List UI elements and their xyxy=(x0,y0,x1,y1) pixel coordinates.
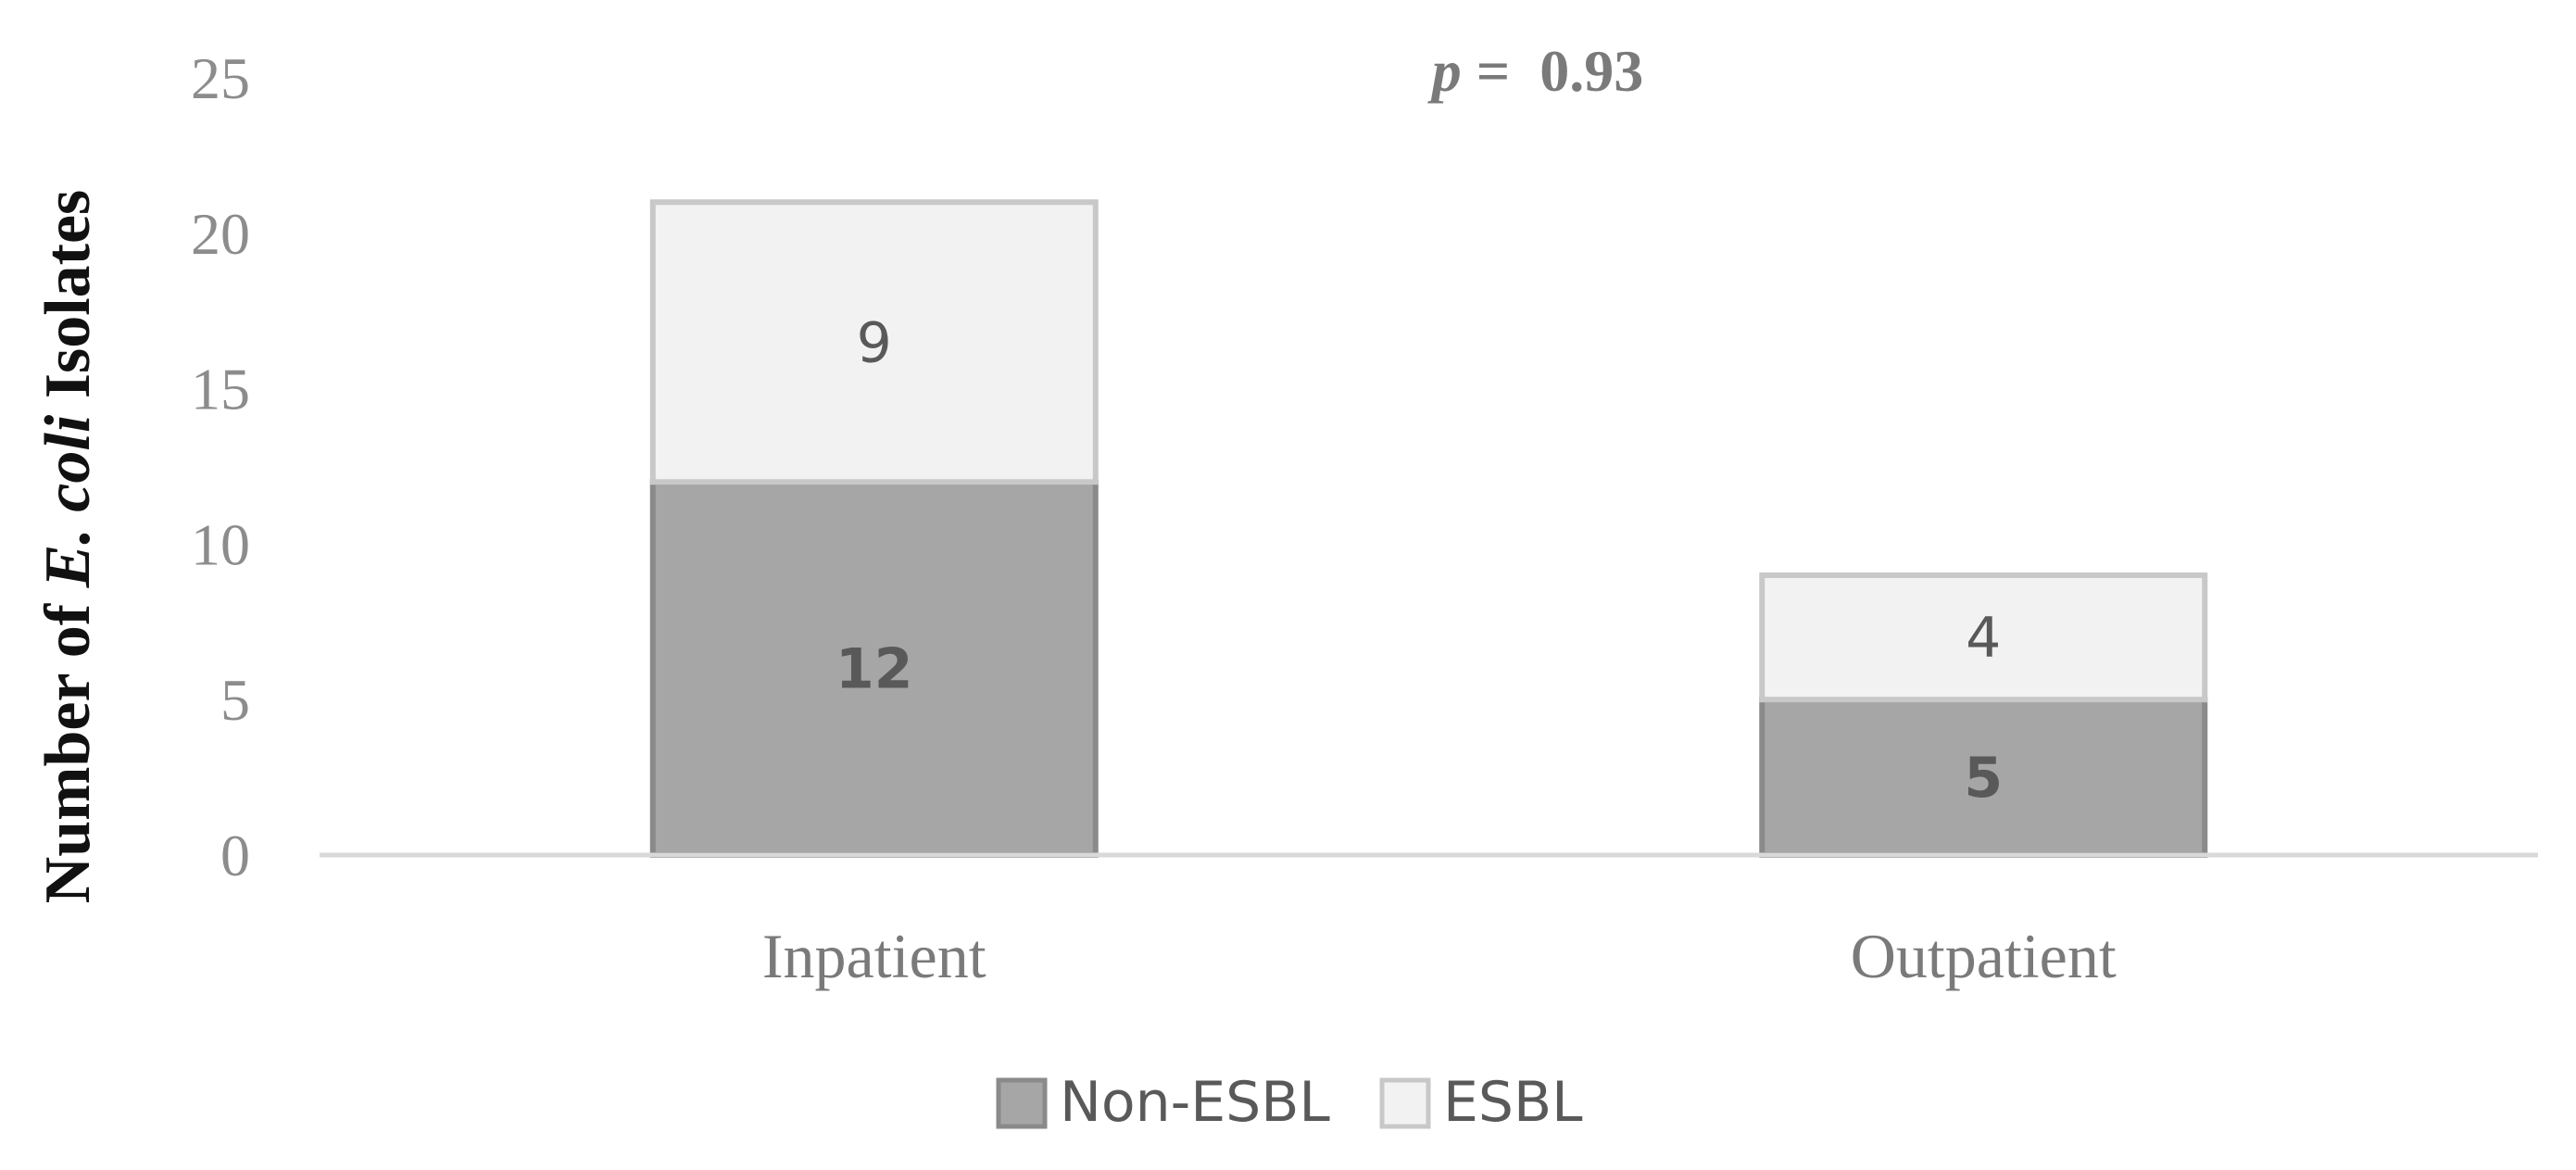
legend: Non-ESBL ESBL xyxy=(996,1070,1583,1135)
bar-segment-esbl xyxy=(649,199,1099,485)
p-symbol: p xyxy=(1427,38,1462,104)
bar-segment-esbl xyxy=(1759,572,2208,703)
legend-label: Non-ESBL xyxy=(1060,1070,1330,1135)
bar-data-label: 12 xyxy=(836,637,913,702)
legend-swatch xyxy=(996,1077,1048,1129)
legend-label: ESBL xyxy=(1443,1070,1583,1135)
y-axis-label-italic: E. coli xyxy=(32,414,104,588)
x-axis-categories: Inpatient Outpatient xyxy=(762,921,2117,991)
y-axis-label: Number of E. coli Isolates xyxy=(32,190,104,904)
p-value-text: = 0.93 xyxy=(1462,38,1643,104)
y-tick-label: 20 xyxy=(191,201,250,267)
bars: 12 9 5 4 xyxy=(649,199,2208,859)
bar-data-label: 4 xyxy=(1966,606,2001,671)
y-axis-label-prefix: Number of xyxy=(32,587,104,903)
y-axis-label-suffix: Isolates xyxy=(32,190,104,415)
p-value-annotation: p = 0.93 xyxy=(1427,38,1643,104)
y-tick-label: 15 xyxy=(191,357,250,422)
bar-data-label: 5 xyxy=(1964,746,2003,811)
y-tick-label: 10 xyxy=(191,511,250,577)
x-category-label: Outpatient xyxy=(1851,921,2117,991)
bar-segment-non-esbl xyxy=(649,479,1099,859)
y-tick-label: 5 xyxy=(220,667,250,733)
legend-swatch xyxy=(1379,1077,1431,1129)
bar-data-label: 9 xyxy=(857,310,892,375)
x-category-label: Inpatient xyxy=(762,921,986,991)
y-tick-label: 25 xyxy=(191,45,250,111)
y-axis-ticks: 0 5 10 15 20 25 xyxy=(191,45,250,888)
y-tick-label: 0 xyxy=(220,823,250,888)
